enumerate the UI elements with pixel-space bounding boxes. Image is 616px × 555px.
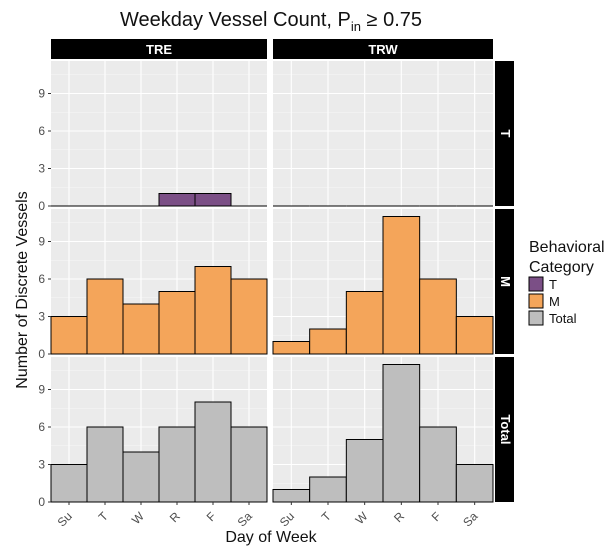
panel-trw-total: Su T W R F Sa: [272, 357, 494, 530]
bar: [122, 303, 160, 355]
bar: [158, 291, 196, 355]
bar: [345, 439, 384, 503]
chart-title-main: Weekday Vessel Count, P: [120, 9, 351, 31]
bar: [122, 451, 160, 503]
row-strip-label: T: [498, 130, 513, 138]
bar: [50, 316, 88, 355]
y-tick-label: 9: [38, 383, 45, 397]
bar: [158, 426, 196, 503]
x-tick-label: Su: [277, 509, 297, 529]
x-tick-label: Su: [55, 509, 75, 529]
legend-title: Category: [529, 259, 594, 276]
bar: [230, 278, 268, 355]
x-tick-label: R: [391, 509, 407, 525]
x-tick-label: R: [167, 509, 183, 525]
y-tick-label: 6: [38, 420, 45, 434]
column-strip-label: TRW: [368, 42, 398, 57]
y-tick-label: 6: [38, 272, 45, 286]
legend-label: M: [549, 294, 560, 309]
panel-tre-t: 0 3 6 9: [38, 61, 267, 213]
legend-key: [528, 276, 544, 292]
y-tick-label: 9: [38, 87, 45, 101]
bar: [86, 278, 124, 355]
bar: [194, 266, 232, 355]
x-tick-label: F: [429, 509, 444, 524]
legend-label: T: [549, 277, 557, 292]
y-tick-label: 0: [38, 347, 45, 361]
column-strip-trw: [273, 39, 493, 59]
y-axis-label: Number of Discrete Vessels: [14, 191, 31, 388]
chart-title-tail: ≥ 0.75: [361, 9, 422, 31]
bar: [419, 426, 457, 503]
column-strip-label: TRE: [146, 42, 172, 57]
y-tick-label: 3: [38, 162, 45, 176]
bar: [345, 291, 384, 355]
row-strip-m: [495, 209, 514, 354]
bar: [419, 278, 457, 355]
bar: [86, 426, 124, 503]
column-strip-tre: [51, 39, 267, 59]
panel-trw-m: [272, 209, 494, 355]
x-tick-label: F: [204, 509, 219, 524]
legend-title: Behavioral: [529, 239, 605, 256]
y-tick-label: 3: [38, 458, 45, 472]
row-strip-label: Total: [498, 414, 513, 444]
y-tick-label: 3: [38, 310, 45, 324]
x-tick-label: W: [353, 509, 371, 527]
bar: [158, 193, 196, 207]
bar: [455, 316, 494, 355]
x-tick-label: T: [96, 509, 112, 525]
x-tick-label: Sa: [235, 509, 256, 530]
panel-background: [273, 61, 493, 206]
row-strip-t: [495, 61, 514, 206]
row-strip-label: M: [498, 276, 513, 287]
bar: [50, 464, 88, 503]
y-tick-label: 0: [38, 199, 45, 213]
x-tick-label: W: [129, 509, 147, 527]
panel-background: [51, 61, 267, 206]
panel-tre-total: 0 3 6 9 Su T W R F Sa: [38, 357, 268, 530]
bar: [194, 193, 232, 207]
x-axis-label: Day of Week: [225, 529, 317, 546]
chart-title: Weekday Vessel Count, Pin ≥ 0.75: [120, 9, 422, 34]
y-tick-label: 6: [38, 124, 45, 138]
bar: [272, 489, 311, 503]
panel-trw-t: [273, 61, 493, 207]
x-tick-label: T: [319, 509, 335, 525]
bar: [194, 401, 232, 503]
bar: [309, 328, 347, 355]
y-tick-label: 0: [38, 495, 45, 509]
x-tick-label: Sa: [460, 509, 481, 530]
y-tick-label: 9: [38, 235, 45, 249]
chart-title-subscript: in: [351, 19, 361, 34]
legend-key: [528, 310, 544, 326]
bar: [455, 464, 494, 503]
bar: [382, 216, 421, 355]
bar: [309, 476, 347, 503]
bar: [382, 364, 421, 503]
legend-label: Total: [549, 311, 577, 326]
row-strip-total: [495, 357, 514, 502]
bar: [230, 426, 268, 503]
bar: [272, 341, 311, 355]
panel-tre-m: 0 3 6 9: [38, 209, 268, 361]
legend-key: [528, 293, 544, 309]
